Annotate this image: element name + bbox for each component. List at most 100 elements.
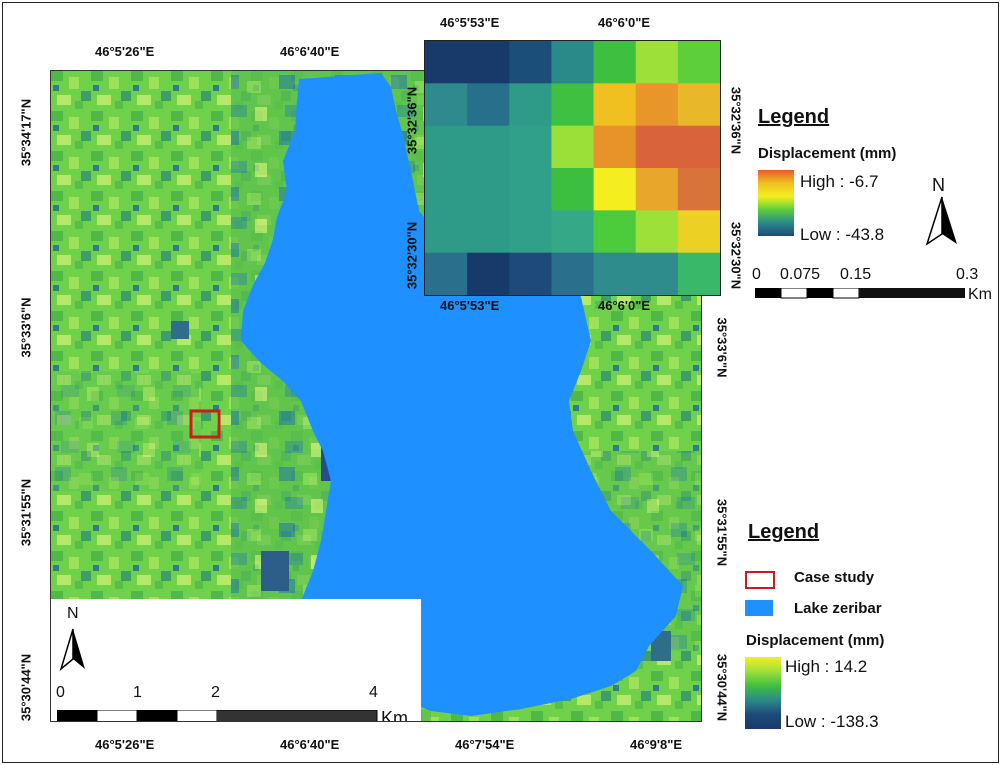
- inset-cell: [509, 125, 552, 169]
- bottom-tick-2: 46°6'40"E: [280, 737, 340, 752]
- inset-north-arrow: [925, 196, 957, 246]
- inset-cell: [593, 41, 637, 84]
- left-tick-2: 35°33'6"N: [18, 297, 34, 358]
- inset-scale-label-0: 0: [752, 266, 761, 283]
- inset-cell: [593, 125, 637, 169]
- inset-cell: [551, 41, 595, 84]
- inset-legend-high: High : -6.7: [800, 172, 879, 191]
- inset-displacement-map: [424, 40, 721, 296]
- inset-cell: [467, 168, 510, 211]
- inset-cell: [677, 252, 720, 295]
- top-tick-1: 46°5'26"E: [95, 44, 155, 59]
- inset-north-letter: N: [932, 175, 945, 195]
- inset-cell: [593, 83, 637, 127]
- left-tick-4: 35°30'44"N: [18, 653, 34, 722]
- lake-swatch: [745, 600, 773, 616]
- inset-cell: [467, 210, 510, 254]
- inset-cell: [593, 168, 637, 211]
- main-color-ramp: [745, 657, 781, 729]
- inset-cell: [509, 83, 552, 127]
- inset-cell: [509, 168, 552, 211]
- inset-legend-subtitle: Displacement (mm): [758, 145, 897, 162]
- main-scale-label-2: 2: [211, 684, 220, 701]
- inset-cell: [635, 210, 679, 254]
- left-tick-3: 35°31'55"N: [18, 478, 34, 547]
- inset-cell: [635, 41, 679, 84]
- inset-scale-label-2: 0.15: [840, 266, 872, 283]
- inset-left-tick-2: 35°32'30"N: [404, 221, 420, 290]
- inset-cell: [425, 210, 468, 254]
- inset-left-tick-1: 35°32'36"N: [404, 86, 420, 155]
- bottom-tick-3: 46°7'54"E: [455, 737, 515, 752]
- inset-right-tick-1: 35°32'36"N: [728, 86, 744, 155]
- right-tick-2: 35°31'55"N: [714, 498, 730, 567]
- main-scalebar-panel: N 0 1 2 4 Km: [51, 599, 421, 721]
- lake-zeribar-polygon: [241, 73, 683, 716]
- inset-legend-low: Low : -43.8: [800, 225, 885, 244]
- bottom-tick-1: 46°5'26"E: [95, 737, 155, 752]
- inset-cell: [467, 83, 510, 127]
- inset-cell: [551, 168, 595, 211]
- main-scale-label-0: 0: [56, 684, 65, 701]
- inset-cell: [635, 125, 679, 169]
- inset-color-ramp: [758, 170, 794, 236]
- inset-legend-title: Legend: [758, 106, 830, 128]
- main-north-letter: N: [67, 605, 79, 622]
- main-north-arrow: [59, 628, 85, 672]
- legend-item-case-study: Case study: [794, 569, 875, 586]
- inset-cell: [509, 210, 552, 254]
- inset-cell: [677, 41, 720, 84]
- inset-cell: [635, 83, 679, 127]
- inset-cell: [551, 83, 595, 127]
- main-scale-unit: Km: [381, 708, 408, 722]
- bottom-tick-4: 46°9'8"E: [630, 737, 683, 752]
- inset-scale-unit: Km: [968, 286, 992, 303]
- inset-grid: [425, 41, 720, 295]
- inset-cell: [509, 41, 552, 84]
- left-tick-1: 35°34'17"N: [18, 98, 34, 167]
- main-scale-label-1: 1: [133, 684, 142, 701]
- right-tick-3: 35°30'44"N: [714, 653, 730, 722]
- inset-top-tick-2: 46°6'0"E: [598, 15, 651, 30]
- inset-cell: [425, 252, 468, 295]
- inset-cell: [635, 252, 679, 295]
- case-study-swatch: [745, 571, 775, 589]
- main-displacement-map: N 0 1 2 4 Km: [50, 70, 702, 722]
- inset-cell: [425, 41, 468, 84]
- inset-scale-label-1: 0.075: [780, 266, 821, 283]
- inset-cell: [467, 125, 510, 169]
- inset-scale-label-3: 0.3: [956, 266, 979, 283]
- case-study-box: [189, 409, 221, 439]
- inset-cell: [677, 168, 720, 211]
- inset-cell: [593, 210, 637, 254]
- inset-cell: [593, 252, 637, 295]
- inset-cell: [551, 125, 595, 169]
- inset-bottom-tick-2: 46°6'0"E: [598, 298, 651, 313]
- main-legend-high: High : 14.2: [785, 657, 868, 676]
- legend-item-lake-zeribar: Lake zeribar: [794, 600, 882, 617]
- inset-cell: [551, 252, 595, 295]
- inset-cell: [551, 210, 595, 254]
- inset-scalebar: [755, 288, 965, 299]
- inset-cell: [635, 168, 679, 211]
- right-tick-1: 35°33'6"N: [714, 317, 730, 378]
- inset-top-tick-1: 46°5'53"E: [440, 15, 500, 30]
- inset-right-tick-2: 35°32'30"N: [728, 221, 744, 290]
- inset-cell: [677, 210, 720, 254]
- inset-cell: [467, 252, 510, 295]
- main-scale-label-4: 4: [369, 684, 378, 701]
- inset-cell: [467, 41, 510, 84]
- top-tick-2: 46°6'40"E: [280, 44, 340, 59]
- inset-cell: [677, 83, 720, 127]
- inset-bottom-tick-1: 46°5'53"E: [440, 298, 500, 313]
- inset-cell: [425, 168, 468, 211]
- inset-cell: [509, 252, 552, 295]
- inset-cell: [425, 125, 468, 169]
- main-legend-title: Legend: [748, 521, 820, 543]
- inset-cell: [677, 125, 720, 169]
- main-legend-low: Low : -138.3: [785, 712, 879, 731]
- inset-cell: [425, 83, 468, 127]
- main-scalebar: [57, 710, 378, 721]
- main-legend-subtitle: Displacement (mm): [746, 632, 885, 649]
